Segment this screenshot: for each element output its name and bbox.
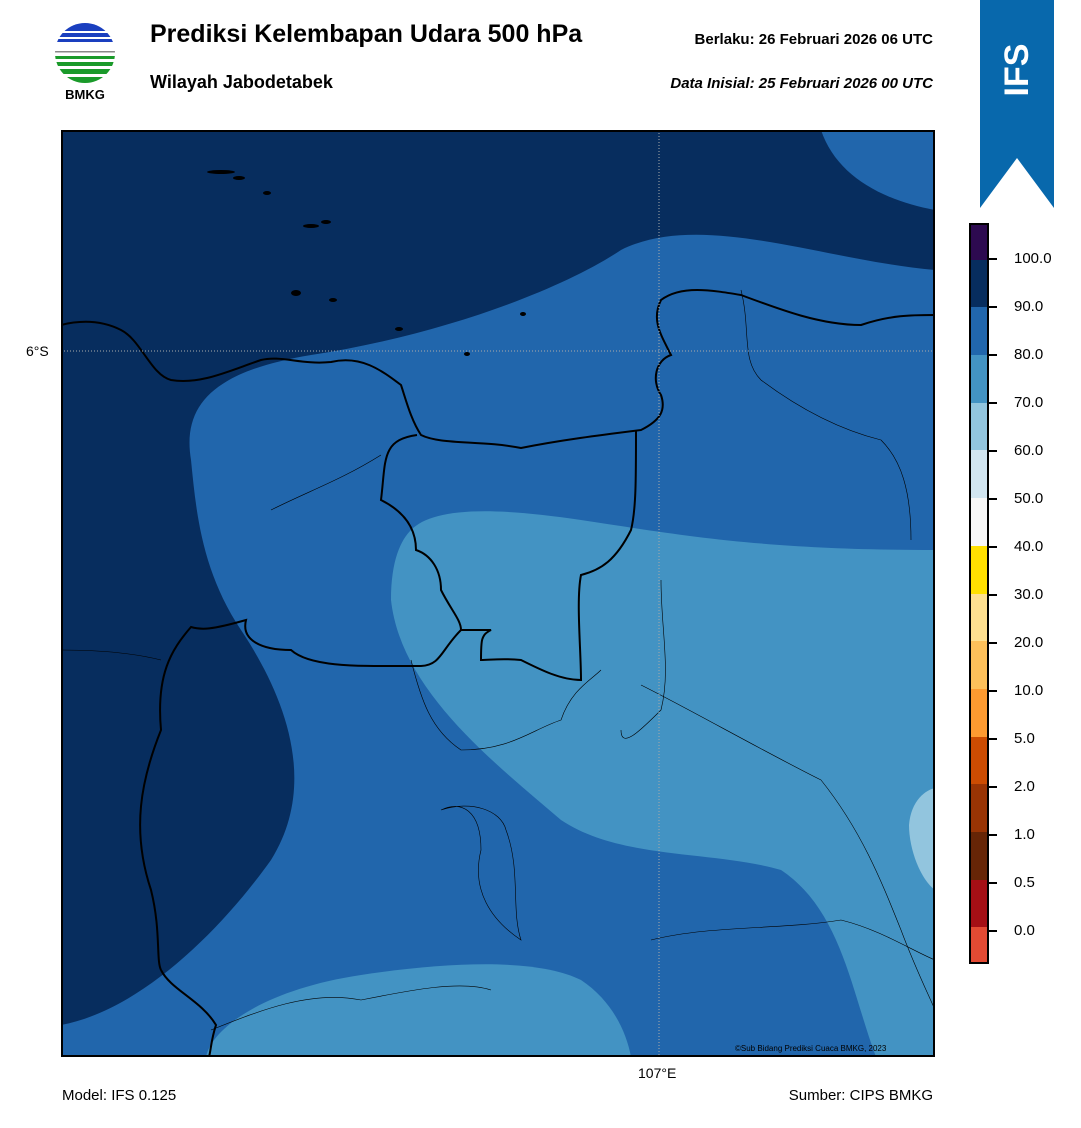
map-frame — [61, 130, 935, 1057]
page-title: Prediksi Kelembapan Udara 500 hPa — [150, 20, 583, 48]
model-label: Model: IFS 0.125 — [62, 1087, 177, 1104]
colorbar-tick — [989, 594, 997, 596]
humidity-zone-80-90-ne — [821, 130, 935, 210]
valid-time: Berlaku: 26 Februari 2026 06 UTC — [694, 31, 933, 48]
colorbar-tick-label: 40.0 — [1014, 538, 1044, 555]
bmkg-logo: BMKG — [55, 23, 115, 102]
logo-text: BMKG — [65, 87, 105, 102]
colorbar-tick — [989, 786, 997, 788]
colorbar-tick — [989, 882, 997, 884]
coastline — [61, 289, 935, 450]
colorbar-tick-label: 20.0 — [1014, 634, 1044, 651]
colorbar-segment — [971, 402, 987, 451]
colorbar-segment — [971, 784, 987, 832]
colorbar-segment — [971, 641, 987, 689]
colorbar-tick-label: 30.0 — [1014, 586, 1044, 603]
colorbar-tick-label: 5.0 — [1014, 730, 1035, 747]
colorbar-segment — [971, 879, 987, 928]
colorbar-tick — [989, 834, 997, 836]
province-boundary — [139, 429, 637, 1057]
colorbar-tick-label: 60.0 — [1014, 442, 1044, 459]
colorbar-tick-label: 70.0 — [1014, 394, 1044, 411]
source-label: Sumber: CIPS BMKG — [788, 1087, 933, 1104]
colorbar-tick — [989, 306, 997, 308]
colorbar-tick — [989, 546, 997, 548]
colorbar-tick-label: 90.0 — [1014, 298, 1044, 315]
colorbar-tick-label: 10.0 — [1014, 682, 1044, 699]
init-time: Data Inisial: 25 Februari 2026 00 UTC — [670, 75, 933, 92]
colorbar-segment — [971, 225, 987, 260]
colorbar-tick — [989, 930, 997, 932]
longitude-label: 107°E — [638, 1065, 677, 1081]
colorbar-segment — [971, 307, 987, 356]
colorbar-segment — [971, 688, 987, 737]
colorbar-segment — [971, 498, 987, 546]
colorbar-tick — [989, 738, 997, 740]
ifs-badge-label: IFS — [998, 43, 1036, 97]
colorbar-segment — [971, 355, 987, 403]
colorbar-tick-label: 2.0 — [1014, 778, 1035, 795]
humidity-zone-70-80 — [391, 511, 935, 1057]
colorbar-tick-label: 0.5 — [1014, 874, 1035, 891]
colorbar-tick — [989, 450, 997, 452]
colorbar-tick — [989, 402, 997, 404]
colorbar-tick-label: 1.0 — [1014, 826, 1035, 843]
colorbar-segment — [971, 736, 987, 785]
colorbar-tick — [989, 690, 997, 692]
colorbar-segment — [971, 927, 987, 962]
humidity-zone-60-70 — [909, 788, 935, 890]
colorbar-segment — [971, 593, 987, 642]
colorbar-tick-label: 50.0 — [1014, 490, 1044, 507]
colorbar-tick — [989, 642, 997, 644]
district-boundaries — [61, 289, 935, 1031]
humidity-zone-70-80-south — [206, 964, 631, 1057]
latitude-label: 6°S — [26, 343, 49, 359]
ifs-badge — [980, 0, 1054, 208]
region-subtitle: Wilayah Jabodetabek — [150, 72, 333, 92]
colorbar-tick — [989, 354, 997, 356]
thousand-islands — [207, 170, 526, 356]
colorbar-segment — [971, 450, 987, 499]
copyright-text: ©Sub Bidang Prediksi Cuaca BMKG, 2023 — [735, 1044, 887, 1053]
colorbar — [969, 223, 989, 964]
colorbar-segment — [971, 259, 987, 308]
colorbar-tick-label: 0.0 — [1014, 922, 1035, 939]
colorbar-tick — [989, 258, 997, 260]
colorbar-tick — [989, 498, 997, 500]
colorbar-segment — [971, 831, 987, 880]
colorbar-tick-label: 80.0 — [1014, 346, 1044, 363]
humidity-map — [61, 130, 935, 1057]
colorbar-tick-label: 100.0 — [1014, 250, 1052, 267]
colorbar-segment — [971, 545, 987, 594]
